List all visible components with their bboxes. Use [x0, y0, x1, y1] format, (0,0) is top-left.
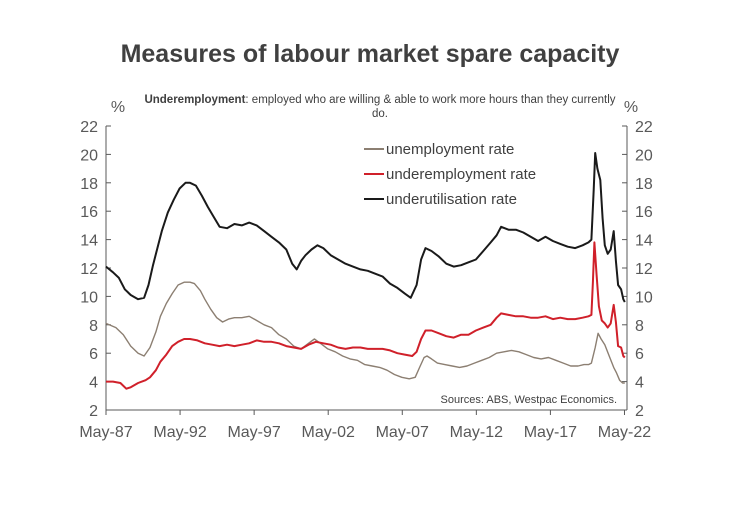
x-tick-label: May-07: [376, 424, 429, 441]
legend-label: underemployment rate: [386, 166, 536, 183]
y-tick-label-left: 22: [80, 119, 98, 136]
y-tick-label-left: 18: [80, 176, 98, 193]
y-tick-label-right: 12: [635, 261, 653, 278]
y-tick-label-left: 6: [89, 346, 98, 363]
y-tick-label-right: 22: [635, 119, 653, 136]
y-tick-label-left: 10: [80, 289, 98, 306]
x-tick-label: May-22: [598, 424, 651, 441]
y-tick-label-right: 20: [635, 147, 653, 164]
subtitle-bold: Underemployment: [144, 94, 246, 106]
x-tick-label: May-92: [153, 424, 206, 441]
y-tick-label-left: 20: [80, 147, 98, 164]
x-tick-label: May-12: [450, 424, 503, 441]
chart-title: Measures of labour market spare capacity: [120, 40, 620, 68]
y-tick-label-right: 16: [635, 204, 653, 221]
y-tick-label-right: 4: [635, 375, 644, 392]
y-axis-unit-left: %: [111, 99, 125, 116]
legend-label: unemployment rate: [386, 141, 514, 158]
y-tick-label-right: 18: [635, 176, 653, 193]
y-tick-label-right: 14: [635, 233, 653, 250]
series-line-underutilisation-rate: [105, 152, 626, 303]
y-tick-label-left: 12: [80, 261, 98, 278]
source-note: Sources: ABS, Westpac Economics.: [441, 394, 617, 406]
legend-label: underutilisation rate: [386, 191, 517, 208]
y-axis-unit-right: %: [624, 99, 638, 116]
y-tick-label-right: 8: [635, 318, 644, 335]
legend: unemployment rate underemployment rate und…: [364, 141, 536, 208]
y-tick-label-right: 2: [635, 403, 644, 420]
y-tick-label-right: 10: [635, 289, 653, 306]
y-tick-label-right: 6: [635, 346, 644, 363]
y-tick-label-left: 14: [80, 233, 98, 250]
y-tick-label-left: 8: [89, 318, 98, 335]
x-tick-label: May-17: [524, 424, 577, 441]
series-line-unemployment-rate: [105, 281, 625, 384]
x-tick-label: May-02: [302, 424, 355, 441]
chart-subtitle: Underemployment: employed who are willin…: [140, 93, 620, 121]
series-lines: [105, 152, 626, 390]
y-tick-label-left: 16: [80, 204, 98, 221]
series-line-underemployment-rate: [106, 241, 626, 390]
subtitle-text: : employed who are willing & able to wor…: [245, 94, 616, 120]
y-tick-label-left: 4: [89, 375, 98, 392]
y-tick-label-left: 2: [89, 403, 98, 420]
x-tick-label: May-87: [79, 424, 132, 441]
x-tick-label: May-97: [227, 424, 280, 441]
